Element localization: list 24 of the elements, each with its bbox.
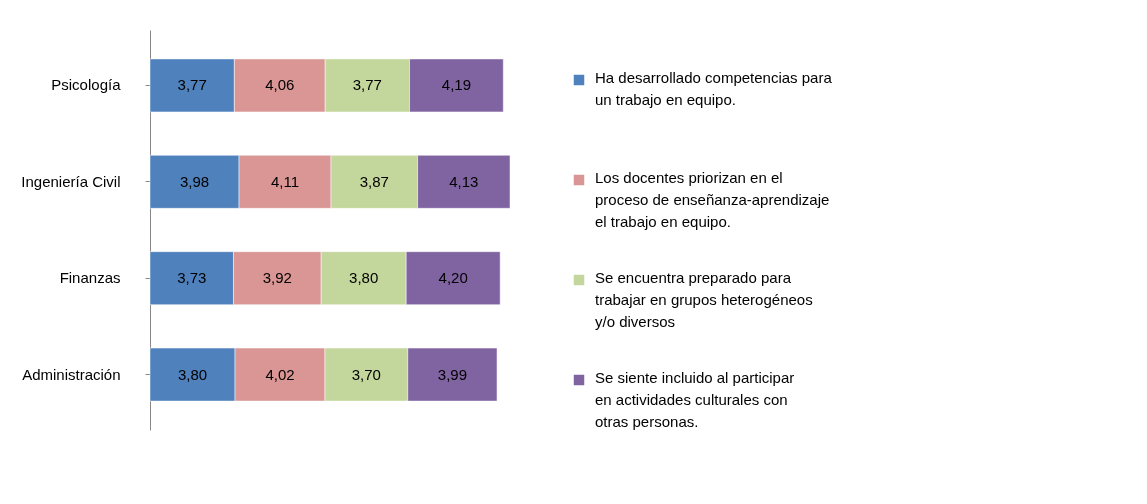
data-label: 4,11 (270, 172, 300, 190)
legend-label: Ha desarrollado competencias para un trabajo en equipo. (595, 69, 833, 108)
legend-label: Se encuentra preparado para trabajar en grupos heterogéneos y/o diversos (595, 269, 813, 330)
data-label: 3,77 (177, 76, 207, 94)
data-label: 3,80 (349, 269, 379, 287)
data-label: 3,87 (359, 172, 389, 190)
data-label: 4,13 (449, 172, 479, 190)
data-label: 3,73 (177, 269, 207, 287)
data-label: 3,99 (437, 365, 467, 383)
y-tick-label: Psicología (51, 76, 122, 94)
data-label: 4,02 (265, 365, 295, 383)
data-label: 4,06 (265, 76, 295, 94)
data-label: 3,98 (179, 172, 210, 190)
data-label: 3,80 (177, 365, 208, 383)
data-label: 4,19 (441, 76, 472, 94)
y-tick-label: Ingeniería Civil (21, 172, 121, 190)
legend-label: Los docentes priorizan en el proceso de enseñanza-aprendizaje el trabajo en equipo. (595, 169, 830, 230)
y-tick-label: Finanzas (59, 269, 121, 287)
y-tick-label: Administración (22, 365, 121, 383)
data-label: 3,92 (262, 269, 292, 287)
legend-label: Se siente incluido al participar en actividades culturales con otras personas. (595, 369, 795, 430)
data-label: 3,70 (351, 365, 381, 383)
data-label: 4,20 (438, 269, 468, 287)
data-label: 3,77 (352, 76, 382, 94)
